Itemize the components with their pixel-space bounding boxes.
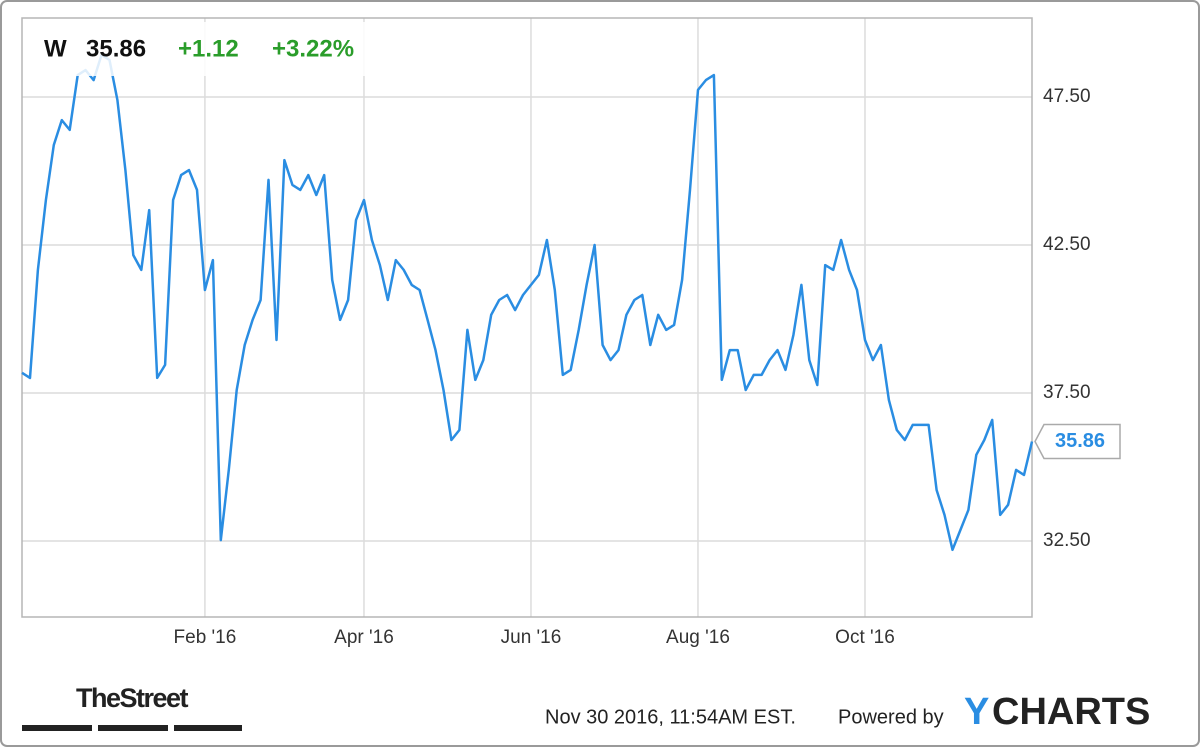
source-logo: TheStreet [76, 683, 189, 713]
grid [22, 18, 1032, 617]
x-tick-label: Jun '16 [501, 627, 562, 648]
last-value-label: 35.86 [1055, 430, 1105, 452]
y-tick-label: 47.50 [1043, 86, 1091, 107]
logo-bar [98, 725, 168, 731]
ticker: W [44, 35, 67, 62]
y-tick-label: 42.50 [1043, 234, 1091, 255]
y-tick-label: 37.50 [1043, 382, 1091, 403]
x-tick-label: Oct '16 [835, 627, 895, 648]
change: +1.12 [178, 35, 239, 62]
y-tick-label: 32.50 [1043, 530, 1091, 551]
brand-y: Y [964, 691, 989, 733]
header-box [32, 22, 398, 76]
brand-rest: CHARTS [992, 691, 1150, 733]
price-line [21, 53, 1034, 552]
change-pct: +3.22% [272, 35, 354, 62]
timestamp: Nov 30 2016, 11:54AM EST. [545, 706, 796, 728]
x-tick-label: Feb '16 [174, 627, 237, 648]
x-tick-label: Aug '16 [666, 627, 730, 648]
lines [21, 53, 1034, 552]
price: 35.86 [86, 35, 146, 62]
powered-by: Powered by [838, 706, 944, 728]
logo-bar [174, 725, 242, 731]
x-tick-label: Apr '16 [334, 627, 394, 648]
logo-bar [22, 725, 92, 731]
plot-border [21, 17, 1033, 618]
last-value-badge [1034, 423, 1121, 460]
